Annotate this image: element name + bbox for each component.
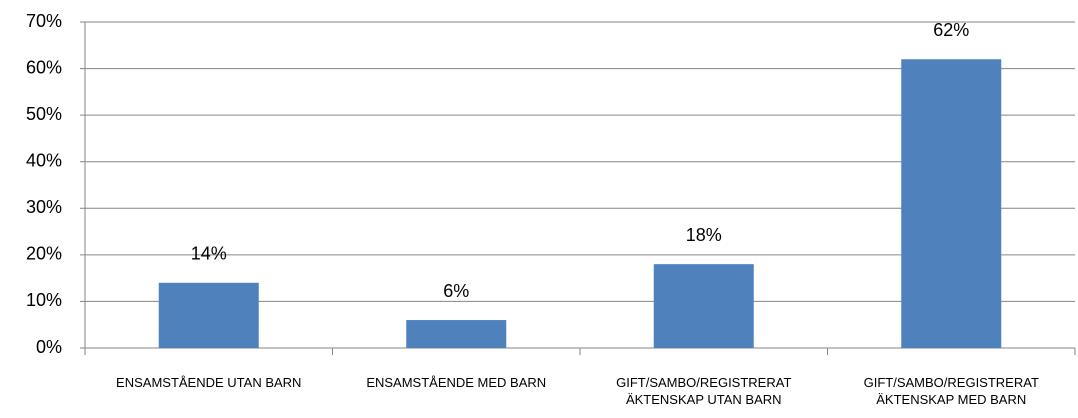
x-tick-label: ENSAMSTÅENDE MED BARN [366, 375, 547, 390]
x-tick-label: ENSAMSTÅENDE UTAN BARN [116, 375, 302, 390]
value-label: 6% [443, 281, 469, 301]
bar [653, 264, 754, 348]
y-tick-label: 0% [36, 337, 62, 357]
x-tick-label: GIFT/SAMBO/REGISTRERAT ÄKTENSKAP MED BAR… [863, 375, 1039, 407]
x-tick-label: GIFT/SAMBO/REGISTRERAT ÄKTENSKAP UTAN BA… [616, 375, 792, 407]
value-label: 62% [933, 20, 969, 40]
bar [406, 320, 507, 348]
bar [901, 59, 1002, 348]
y-tick-label: 10% [26, 290, 62, 310]
y-tick-label: 30% [26, 197, 62, 217]
value-label: 18% [686, 225, 722, 245]
y-tick-label: 50% [26, 104, 62, 124]
y-tick-label: 70% [26, 11, 62, 31]
y-tick-label: 40% [26, 150, 62, 170]
y-tick-label: 20% [26, 244, 62, 264]
y-tick-label: 60% [26, 57, 62, 77]
bar [158, 282, 259, 348]
value-label: 14% [191, 244, 227, 264]
